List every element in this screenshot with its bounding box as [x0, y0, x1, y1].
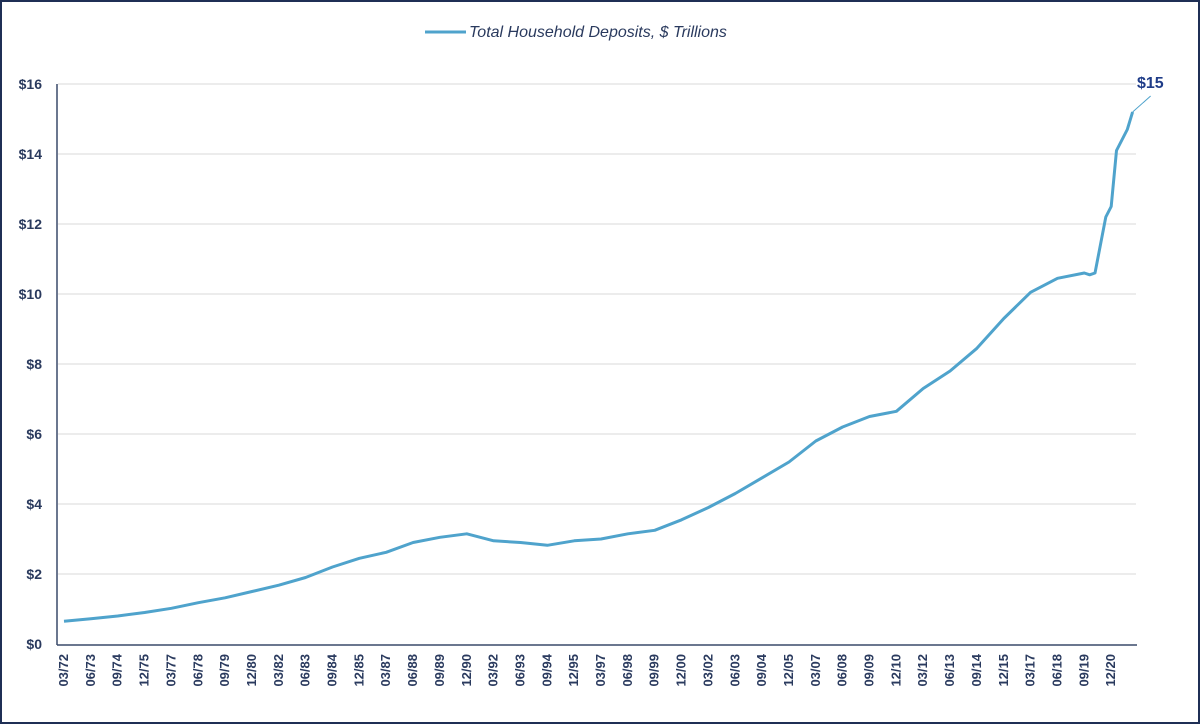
x-tick-label: 03/77 — [163, 654, 178, 687]
y-tick-label: $6 — [26, 426, 42, 442]
x-tick-label: 12/15 — [996, 654, 1011, 687]
x-tick-label: 09/89 — [432, 654, 447, 687]
y-tick-label: $0 — [26, 636, 42, 652]
x-tick-label: 09/79 — [217, 654, 232, 687]
x-tick-label: 12/05 — [781, 654, 796, 687]
x-tick-label: 06/83 — [298, 654, 313, 687]
legend: Total Household Deposits, $ Trillions — [425, 24, 727, 41]
y-tick-label: $2 — [26, 566, 42, 582]
x-tick-label: 03/07 — [808, 654, 823, 687]
x-tick-label: 09/04 — [754, 653, 769, 686]
x-tick-label: 03/12 — [915, 654, 930, 687]
x-tick-label: 06/13 — [942, 654, 957, 687]
x-tick-label: 03/87 — [378, 654, 393, 687]
x-tick-label: 12/10 — [888, 654, 903, 687]
x-tick-label: 06/93 — [512, 654, 527, 687]
x-tick-label: 03/17 — [1023, 654, 1038, 687]
x-tick-label: 09/74 — [110, 653, 125, 686]
x-tick-label: 06/78 — [190, 654, 205, 687]
x-tick-label: 03/02 — [700, 654, 715, 687]
x-tick-label: 12/95 — [566, 654, 581, 687]
series-total-household-deposits — [63, 111, 1135, 623]
x-tick-label: 09/94 — [539, 653, 554, 686]
x-tick-label: 06/08 — [835, 654, 850, 687]
x-tick-label: 06/98 — [620, 654, 635, 687]
y-tick-label: $14 — [19, 146, 43, 162]
x-tick-label: 12/90 — [459, 654, 474, 687]
x-tick-label: 06/88 — [405, 654, 420, 687]
x-tick-label: 06/18 — [1049, 654, 1064, 687]
x-tick-label: 03/72 — [56, 654, 71, 687]
y-tick-label: $4 — [26, 496, 42, 512]
y-tick-label: $12 — [19, 216, 43, 232]
series-line — [63, 111, 1135, 623]
y-tick-label: $10 — [19, 286, 43, 302]
x-tick-label: 12/20 — [1103, 654, 1118, 687]
x-tick-label: 09/14 — [969, 653, 984, 686]
x-tick-label: 03/97 — [593, 654, 608, 687]
x-tick-label: 12/75 — [137, 654, 152, 687]
y-tick-label: $16 — [19, 76, 43, 92]
x-tick-label: 09/09 — [862, 654, 877, 687]
y-tick-label: $8 — [26, 356, 42, 372]
x-tick-label: 09/84 — [325, 653, 340, 686]
x-tick-label: 12/85 — [351, 654, 366, 687]
x-tick-label: 06/03 — [727, 654, 742, 687]
x-tick-label: 12/00 — [674, 654, 689, 687]
x-tick-label: 06/73 — [83, 654, 98, 687]
x-tick-label: 12/80 — [244, 654, 259, 687]
x-tick-label: 09/19 — [1076, 654, 1091, 687]
x-tick-label: 09/99 — [647, 654, 662, 687]
x-tick-label: 03/92 — [486, 654, 501, 687]
x-tick-label: 03/82 — [271, 654, 286, 687]
x-axis-tick-labels: 03/72 06/73 09/74 12/75 03/77 06/78 09/79 12/80… — [56, 653, 1118, 686]
y-axis-tick-labels: $0 $2 $4 $6 $8 $10 $12 $14 $16 — [19, 76, 43, 652]
gridlines — [58, 83, 1136, 575]
annotation-leader-line — [1132, 95, 1151, 113]
end-value-annotation: $15 — [1137, 75, 1164, 92]
legend-label: Total Household Deposits, $ Trillions — [469, 24, 727, 41]
